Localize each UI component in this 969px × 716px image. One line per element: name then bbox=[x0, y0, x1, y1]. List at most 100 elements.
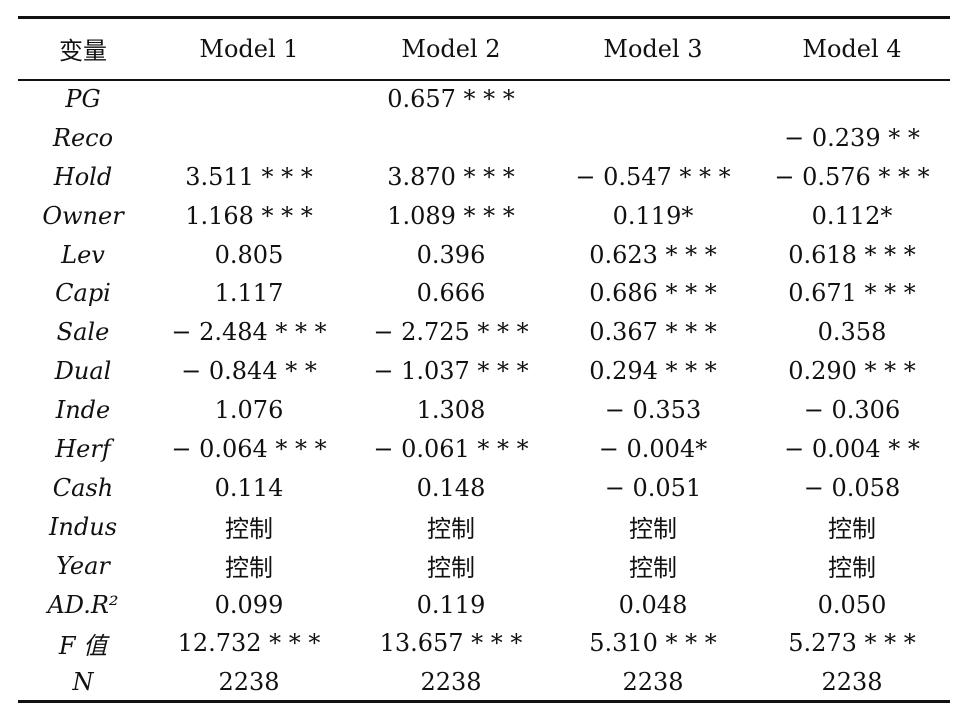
coefficient-cell: − 0.844 * * bbox=[181, 357, 317, 386]
statistic-cell: 2238 bbox=[148, 662, 350, 704]
control-cell: 控制 bbox=[828, 554, 876, 583]
coefficient-cell: 0.358 bbox=[817, 318, 887, 347]
header-model-1: Model 1 bbox=[148, 16, 350, 81]
coefficient-cell: 0.112* bbox=[811, 201, 893, 230]
control-cell: 控制 bbox=[629, 554, 677, 583]
variable-name: AD.R² bbox=[47, 590, 119, 619]
coefficient-cell: 3.870 * * * bbox=[387, 162, 515, 191]
header-variable: 变量 bbox=[18, 16, 148, 81]
coefficient-cell: 0.666 bbox=[416, 279, 486, 308]
coefficient-cell: − 0.064 * * * bbox=[171, 434, 327, 463]
variable-name: Sale bbox=[56, 318, 110, 347]
statistic-cell: 12.732 * * * bbox=[177, 629, 321, 658]
table-row: Lev 0.805 0.396 0.623 * * * 0.618 * * * bbox=[18, 235, 950, 274]
table-row: Sale − 2.484 * * * − 2.725 * * * 0.367 *… bbox=[18, 313, 950, 352]
statistic-cell: 5.273 * * * bbox=[788, 629, 916, 658]
coefficient-cell: 0.657 * * * bbox=[387, 85, 515, 114]
variable-name: Hold bbox=[53, 162, 113, 191]
coefficient-cell: − 0.004* bbox=[598, 434, 708, 463]
coefficient-cell: 0.805 bbox=[214, 240, 284, 269]
coefficient-cell: 1.076 bbox=[214, 396, 284, 425]
control-cell: 控制 bbox=[427, 554, 475, 583]
coefficient-cell: 0.294 * * * bbox=[589, 357, 717, 386]
variable-name: Owner bbox=[42, 201, 124, 230]
coefficient-cell bbox=[148, 80, 350, 119]
table-body: PG 0.657 * * * Reco − 0.239 * * Hold 3.5… bbox=[18, 80, 950, 704]
coefficient-cell: 0.686 * * * bbox=[589, 279, 717, 308]
coefficient-cell: − 0.306 bbox=[803, 396, 901, 425]
header-row: 变量 Model 1 Model 2 Model 3 Model 4 bbox=[18, 16, 950, 81]
coefficient-cell: 0.618 * * * bbox=[788, 240, 916, 269]
statistic-cell: 0.050 bbox=[817, 590, 887, 619]
statistic-cell: 2238 bbox=[754, 662, 950, 704]
coefficient-cell: − 2.484 * * * bbox=[171, 318, 327, 347]
coefficient-cell bbox=[148, 118, 350, 157]
coefficient-cell: 0.114 bbox=[214, 473, 284, 502]
table-row: Cash 0.114 0.148 − 0.051 − 0.058 bbox=[18, 468, 950, 507]
statistic-cell: 13.657 * * * bbox=[379, 629, 523, 658]
variable-name: Reco bbox=[52, 123, 114, 152]
table-row: PG 0.657 * * * bbox=[18, 80, 950, 119]
statistic-cell: 0.119 bbox=[416, 590, 486, 619]
control-cell: 控制 bbox=[225, 515, 273, 544]
table-header: 变量 Model 1 Model 2 Model 3 Model 4 bbox=[18, 16, 950, 81]
control-cell: 控制 bbox=[427, 515, 475, 544]
variable-name: F 值 bbox=[58, 631, 108, 660]
coefficient-cell: 1.089 * * * bbox=[387, 201, 515, 230]
variable-name: Dual bbox=[54, 357, 112, 386]
table-row: Capi 1.117 0.666 0.686 * * * 0.671 * * * bbox=[18, 274, 950, 313]
coefficient-cell: 1.117 bbox=[214, 279, 284, 308]
statistic-cell: 0.048 bbox=[618, 590, 688, 619]
statistic-cell: 2238 bbox=[552, 662, 754, 704]
control-cell: 控制 bbox=[225, 554, 273, 583]
header-model-3: Model 3 bbox=[552, 16, 754, 81]
coefficient-cell: − 0.061 * * * bbox=[373, 434, 529, 463]
regression-table: 变量 Model 1 Model 2 Model 3 Model 4 PG 0.… bbox=[18, 16, 950, 704]
coefficient-cell bbox=[754, 80, 950, 119]
header-model-4: Model 4 bbox=[754, 16, 950, 81]
coefficient-cell: 1.168 * * * bbox=[185, 201, 313, 230]
table-row: Indus 控制 控制 控制 控制 bbox=[18, 507, 950, 546]
table-row: Herf − 0.064 * * * − 0.061 * * * − 0.004… bbox=[18, 430, 950, 469]
coefficient-cell: 0.396 bbox=[416, 240, 486, 269]
table-row: Dual − 0.844 * * − 1.037 * * * 0.294 * *… bbox=[18, 352, 950, 391]
coefficient-cell: 3.511 * * * bbox=[185, 162, 313, 191]
variable-name: Year bbox=[56, 551, 110, 580]
coefficient-cell: − 1.037 * * * bbox=[373, 357, 529, 386]
table-row: F 值 12.732 * * * 13.657 * * * 5.310 * * … bbox=[18, 624, 950, 663]
coefficient-cell bbox=[552, 80, 754, 119]
coefficient-cell: − 0.353 bbox=[604, 396, 702, 425]
statistic-cell: 0.099 bbox=[214, 590, 284, 619]
header-model-2: Model 2 bbox=[350, 16, 552, 81]
coefficient-cell: − 2.725 * * * bbox=[373, 318, 529, 347]
table-row: Reco − 0.239 * * bbox=[18, 118, 950, 157]
coefficient-cell: − 0.051 bbox=[604, 473, 702, 502]
coefficient-cell bbox=[350, 118, 552, 157]
table-row: Hold 3.511 * * * 3.870 * * * − 0.547 * *… bbox=[18, 157, 950, 196]
variable-name: Cash bbox=[52, 473, 114, 502]
coefficient-cell: 0.290 * * * bbox=[788, 357, 916, 386]
coefficient-cell: − 0.547 * * * bbox=[575, 162, 731, 191]
coefficient-cell: − 0.004 * * bbox=[784, 434, 920, 463]
statistic-cell: 5.310 * * * bbox=[589, 629, 717, 658]
coefficient-cell: − 0.058 bbox=[803, 473, 901, 502]
table-row: Year 控制 控制 控制 控制 bbox=[18, 546, 950, 585]
coefficient-cell: 0.148 bbox=[416, 473, 486, 502]
variable-name: PG bbox=[65, 85, 101, 114]
coefficient-cell bbox=[552, 118, 754, 157]
coefficient-cell: − 0.576 * * * bbox=[774, 162, 930, 191]
control-cell: 控制 bbox=[629, 515, 677, 544]
coefficient-cell: 0.671 * * * bbox=[788, 279, 916, 308]
coefficient-cell: 0.367 * * * bbox=[589, 318, 717, 347]
coefficient-cell: − 0.239 * * bbox=[784, 123, 920, 152]
variable-name: Capi bbox=[55, 279, 111, 308]
variable-name: N bbox=[18, 662, 148, 704]
table-row: N 2238 2238 2238 2238 bbox=[18, 662, 950, 704]
variable-name: Indus bbox=[48, 512, 118, 541]
variable-name: Lev bbox=[61, 240, 105, 269]
table-row: Inde 1.076 1.308 − 0.353 − 0.306 bbox=[18, 391, 950, 430]
table-row: Owner 1.168 * * * 1.089 * * * 0.119* 0.1… bbox=[18, 196, 950, 235]
table-row: AD.R² 0.099 0.119 0.048 0.050 bbox=[18, 585, 950, 624]
regression-table-container: 变量 Model 1 Model 2 Model 3 Model 4 PG 0.… bbox=[18, 16, 950, 704]
control-cell: 控制 bbox=[828, 515, 876, 544]
